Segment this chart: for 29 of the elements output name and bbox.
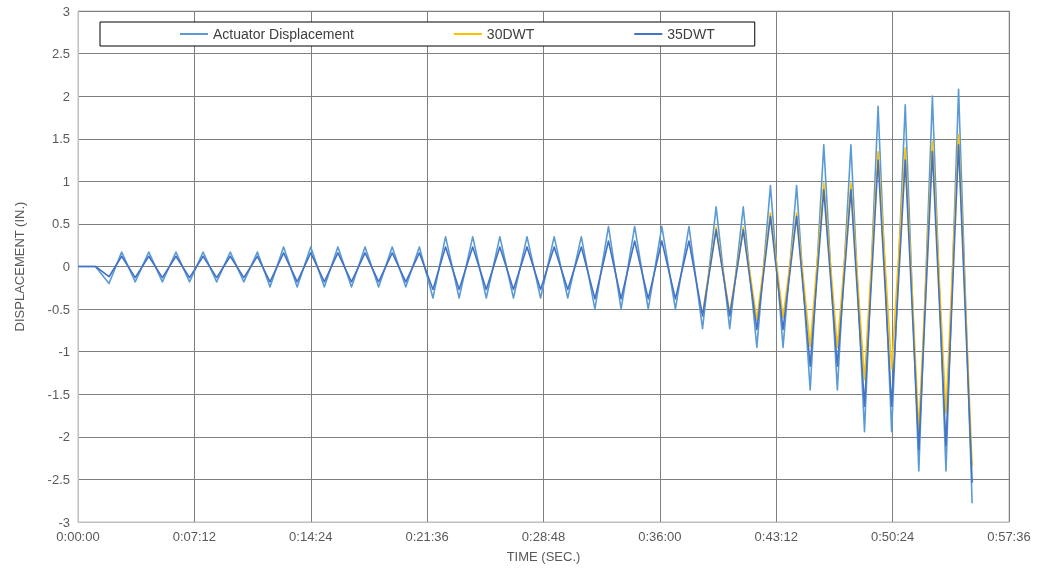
x-tick-label: 0:57:36 bbox=[987, 529, 1031, 544]
x-tick-label: 0:07:12 bbox=[172, 529, 217, 544]
line-series bbox=[77, 143, 973, 484]
y-tick-label: 1 bbox=[62, 173, 70, 189]
y-tick-label: 2 bbox=[62, 88, 70, 104]
legend-label: 35DWT bbox=[667, 26, 716, 42]
x-axis-title: TIME (SEC.) bbox=[506, 549, 581, 564]
x-tick-label: 0:00:00 bbox=[56, 529, 100, 544]
x-tick-label: 0:21:36 bbox=[405, 529, 449, 544]
y-tick-label: 1.5 bbox=[51, 131, 70, 147]
y-tick-label: -0.5 bbox=[47, 301, 70, 317]
y-tick-label: -3 bbox=[58, 514, 70, 530]
y-tick-label: -1 bbox=[58, 344, 70, 360]
y-tick-label: -1.5 bbox=[47, 386, 70, 402]
x-tick-label: 0:43:12 bbox=[754, 529, 798, 544]
x-tick-label: 0:14:24 bbox=[289, 529, 333, 544]
x-tick-label: 0:28:48 bbox=[521, 529, 566, 544]
y-tick-label: 0.5 bbox=[51, 216, 70, 232]
legend-label: Actuator Displacement bbox=[213, 26, 354, 42]
y-tick-label: -2 bbox=[58, 429, 70, 445]
y-tick-label: 0 bbox=[62, 259, 70, 274]
y-tick-label: -2.5 bbox=[47, 471, 70, 487]
x-tick-label: 0:36:00 bbox=[638, 529, 682, 544]
line-series bbox=[701, 133, 973, 468]
y-tick-label: 2.5 bbox=[51, 46, 70, 62]
y-axis-title: DISPLACEMENT (IN.) bbox=[12, 201, 27, 332]
y-tick-label: 3 bbox=[62, 3, 70, 19]
x-tick-label: 0:50:24 bbox=[870, 529, 915, 544]
legend-label: 30DWT bbox=[486, 26, 535, 42]
